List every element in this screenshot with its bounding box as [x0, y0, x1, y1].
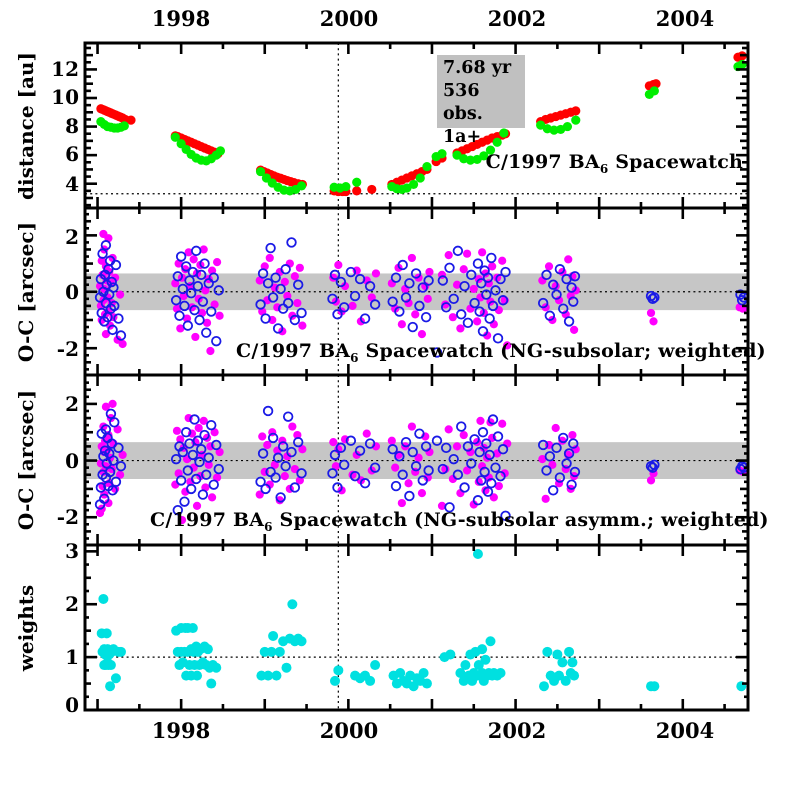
y-tick-label: -2 [56, 505, 79, 529]
residuals-open-points [94, 405, 748, 522]
y-tick-label: 0 [65, 280, 79, 304]
axis-title-weights: weights [14, 584, 38, 672]
y-tick-label: 8 [65, 114, 79, 138]
y-tick-label: 2 [65, 592, 79, 616]
residuals-filled-points [95, 399, 748, 525]
x-tick-label-bottom: 2002 [487, 718, 547, 743]
y-tick-label: 12 [51, 57, 79, 81]
weights-points [96, 548, 747, 692]
stats-observations: 536 obs. [443, 81, 483, 124]
x-tick-label-bottom: 2000 [319, 718, 379, 743]
axis-title-distance: distance [au] [14, 52, 38, 200]
caption-subscript: 6 [264, 520, 273, 534]
y-tick-label: 4 [65, 172, 79, 196]
y-tick-label: 2 [65, 392, 79, 416]
caption-text: C/1997 BA [236, 340, 351, 362]
y-tick-label: 10 [51, 85, 79, 109]
axis-title-oc-1: O-C [arcsec] [14, 221, 38, 363]
geocentric-distance-points [96, 59, 747, 196]
caption-text: C/1997 BA [485, 151, 600, 173]
y-tick-label: 6 [65, 142, 79, 166]
panel3-caption: C/1997 BA6 Spacewatch (NG-subsolar asymm… [150, 509, 769, 534]
y-tick-label: -2 [56, 337, 79, 361]
y-tick-label: 0 [65, 693, 79, 717]
weights-panel [83, 543, 750, 712]
axis-title-oc-2: O-C [arcsec] [14, 389, 38, 531]
caption-text: Spacewatch (NG-subsolar asymm.; weighted… [272, 509, 769, 531]
panel1-caption: C/1997 BA6 Spacewatch [486, 151, 743, 176]
x-tick-label-top: 2002 [487, 6, 547, 31]
stats-solution-code: 1a+ [443, 127, 482, 147]
x-tick-label-bottom: 1998 [151, 718, 211, 743]
y-tick-label: 0 [65, 449, 79, 473]
stats-period: 7.68 yr [443, 58, 512, 78]
residuals-open-points [94, 237, 748, 358]
y-tick-label: 1 [65, 645, 79, 669]
x-tick-label-bottom: 2004 [655, 718, 715, 743]
y-tick-label: 2 [65, 225, 79, 249]
x-tick-label-top: 1998 [151, 6, 211, 31]
caption-text: Spacewatch [608, 151, 743, 173]
caption-text: C/1997 BA [150, 509, 265, 531]
panel2-caption: C/1997 BA6 Spacewatch (NG-subsolar; weig… [236, 340, 766, 365]
caption-subscript: 6 [599, 162, 609, 176]
y-tick-label: 3 [65, 539, 79, 563]
x-tick-label-top: 2000 [319, 6, 379, 31]
oc-ng-subsolar-panel [83, 206, 750, 377]
caption-subscript: 6 [350, 351, 359, 365]
distance-panel [83, 41, 750, 210]
caption-text: Spacewatch (NG-subsolar; weighted) [358, 340, 766, 362]
panel-frame [83, 543, 750, 712]
x-tick-label-top: 2004 [655, 6, 715, 31]
stats-box: 7.68 yr 536 obs. 1a+ [437, 55, 525, 147]
